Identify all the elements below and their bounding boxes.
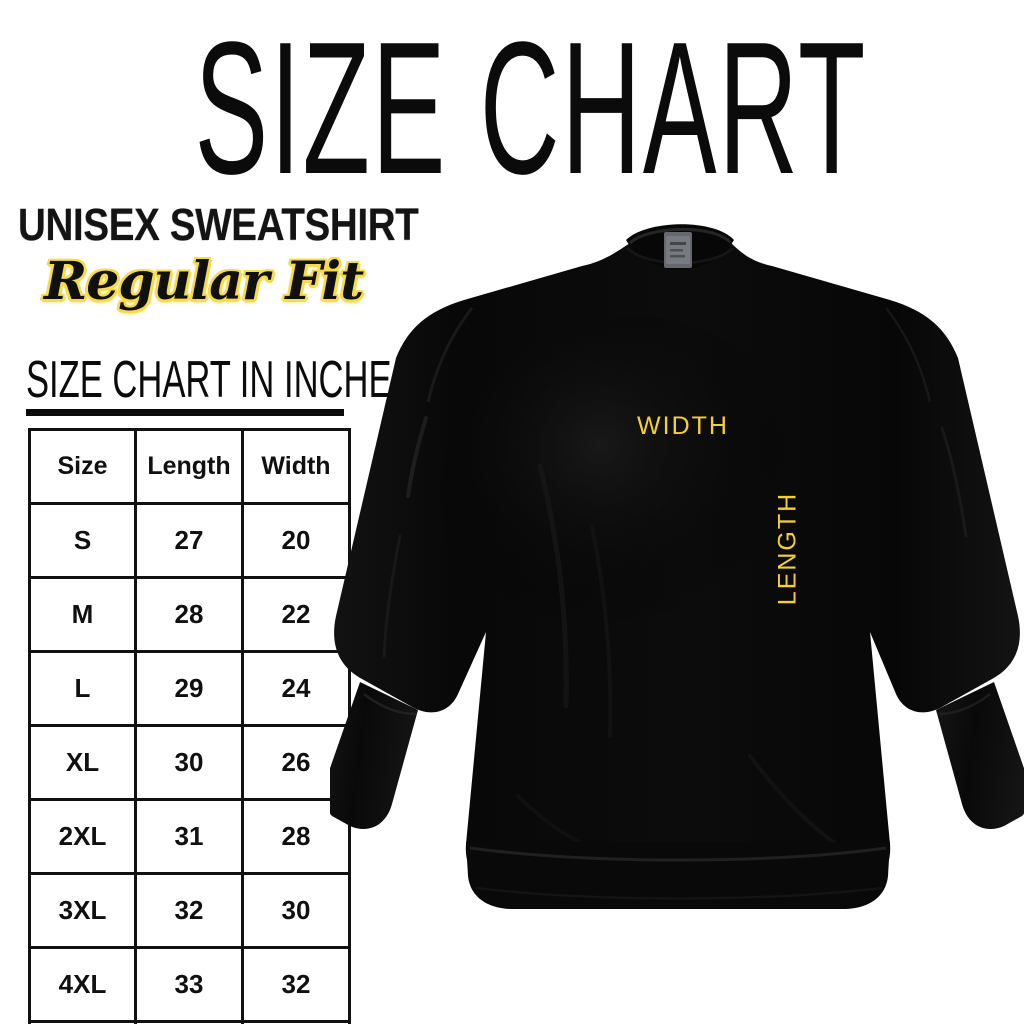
cell-length: 34 xyxy=(134,1020,244,1024)
sweatshirt-illustration xyxy=(330,196,1024,996)
cell-width: 32 xyxy=(241,946,351,1023)
left-sleeve-cuff xyxy=(330,682,418,830)
table-row: 4XL 33 32 xyxy=(28,946,351,1023)
garment-type-heading: UNISEX SWEATSHIRT xyxy=(18,199,419,250)
brand-neck-label xyxy=(664,232,692,268)
cell-length: 27 xyxy=(134,502,244,579)
cell-size: 4XL xyxy=(28,946,137,1023)
cell-size: 5XL xyxy=(28,1020,137,1024)
table-row: L 29 24 xyxy=(28,650,351,727)
table-row: S 27 20 xyxy=(28,502,351,579)
table-row: M 28 22 xyxy=(28,576,351,653)
length-measurement-label: LENGTH xyxy=(773,491,802,606)
sweatshirt-body-shape xyxy=(334,228,1020,888)
chart-subtitle: SIZE CHART IN INCHES xyxy=(26,351,415,410)
cell-width: 20 xyxy=(241,502,351,579)
width-measurement-label: WIDTH xyxy=(637,412,729,440)
cell-length: 30 xyxy=(134,724,244,801)
column-header-size: Size xyxy=(28,428,137,505)
left-info-column: UNISEX SWEATSHIRT Regular Fit SIZE CHART… xyxy=(18,199,419,416)
width-guide-line-right xyxy=(0,5,131,10)
cell-length: 33 xyxy=(134,946,244,1023)
table-header-row: Size Length Width xyxy=(28,428,351,505)
table-row: 2XL 31 28 xyxy=(28,798,351,875)
cell-size: XL xyxy=(28,724,137,801)
waistband-rib xyxy=(466,842,890,909)
fit-type-script: Regular Fit xyxy=(44,251,364,312)
chart-subtitle-group: SIZE CHART IN INCHES xyxy=(26,351,415,416)
size-measurement-table: Size Length Width S 27 20 M 28 22 L 29 2… xyxy=(28,428,351,1024)
cell-size: S xyxy=(28,502,137,579)
subtitle-underline xyxy=(26,409,344,416)
column-header-width: Width xyxy=(241,428,351,505)
shoulder-seams xyxy=(426,307,932,403)
table-row: XL 30 26 xyxy=(28,724,351,801)
cell-width: 24 xyxy=(241,650,351,727)
table-row: 3XL 32 30 xyxy=(28,872,351,949)
cell-size: 2XL xyxy=(28,798,137,875)
cell-size: L xyxy=(28,650,137,727)
cell-width: 22 xyxy=(241,576,351,653)
cell-width: 34 xyxy=(241,1020,351,1024)
page-title: SIZE CHART xyxy=(194,2,868,214)
right-sleeve-cuff xyxy=(936,682,1024,830)
cell-length: 31 xyxy=(134,798,244,875)
cell-size: 3XL xyxy=(28,872,137,949)
cell-length: 29 xyxy=(134,650,244,727)
cell-length: 28 xyxy=(134,576,244,653)
cell-size: M xyxy=(28,576,137,653)
sleeve-folds xyxy=(382,416,968,658)
cell-width: 30 xyxy=(241,872,351,949)
column-header-length: Length xyxy=(134,428,244,505)
length-guide-line-bottom xyxy=(0,298,5,562)
table-row: 5XL 34 34 xyxy=(28,1020,351,1024)
length-guide-line-top xyxy=(0,10,5,298)
cell-length: 32 xyxy=(134,872,244,949)
